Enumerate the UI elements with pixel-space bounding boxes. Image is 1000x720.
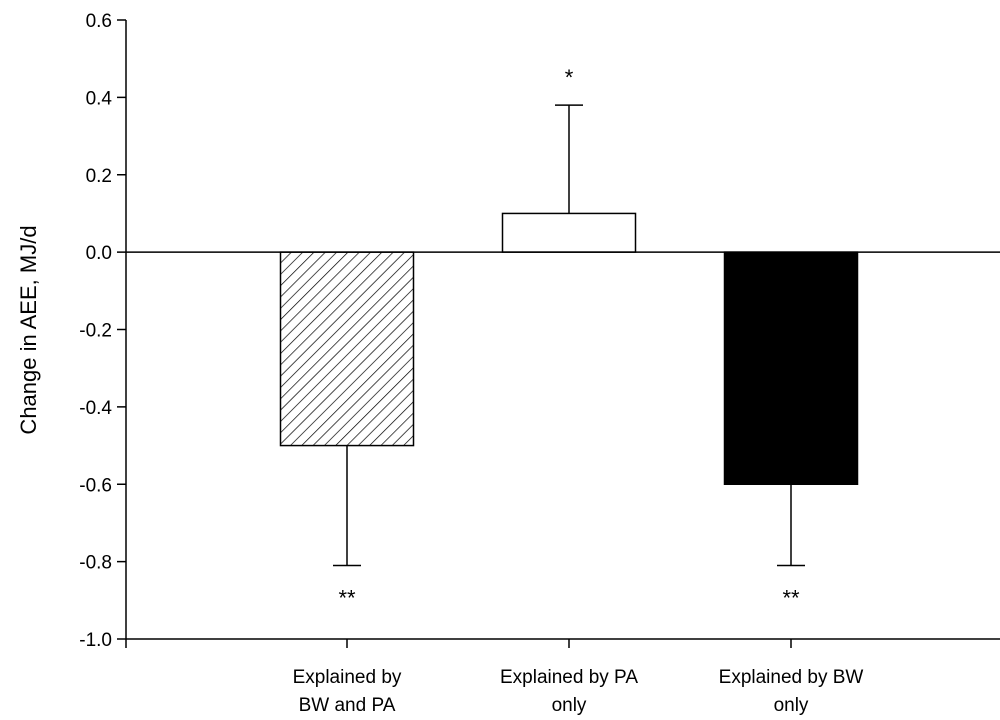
bar	[279, 251, 415, 447]
plot-area: 0.60.40.20.0-0.2-0.4-0.6-0.8-1.0*****Exp…	[79, 11, 1000, 716]
y-tick-label: -0.4	[79, 398, 112, 419]
category-label: BW and PA	[299, 695, 396, 716]
category-label: Explained by BW	[719, 667, 864, 688]
y-tick-label: 0.2	[86, 166, 112, 187]
significance-marker: *	[565, 65, 574, 90]
y-axis-title: Change in AEE, MJ/d	[16, 225, 41, 434]
y-tick-label: 0.6	[86, 11, 112, 32]
y-tick-label: -1.0	[79, 630, 112, 651]
y-tick-label: 0.4	[86, 88, 113, 109]
y-tick-label: -0.6	[79, 475, 112, 496]
category-label: only	[774, 695, 809, 716]
significance-marker: **	[782, 585, 800, 610]
category-label: Explained by PA	[500, 667, 638, 688]
bar	[501, 212, 637, 253]
y-tick-label: 0.0	[86, 243, 112, 264]
category-label: Explained by	[293, 667, 402, 688]
category-label: only	[552, 695, 587, 716]
bar	[723, 251, 859, 485]
significance-marker: **	[338, 585, 356, 610]
y-tick-label: -0.2	[79, 321, 112, 342]
y-tick-label: -0.8	[79, 553, 112, 574]
